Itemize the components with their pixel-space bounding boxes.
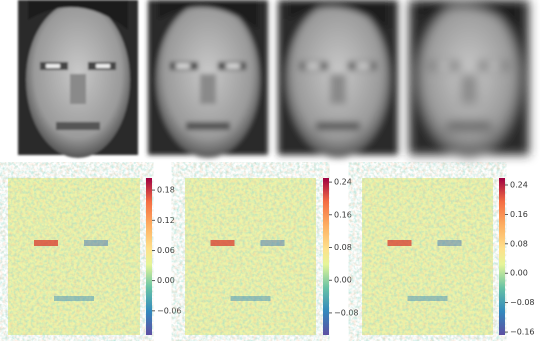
colorbar-tick-label: −0.16 <box>510 328 535 337</box>
colorbar-tick-label: 0.00 <box>334 276 352 285</box>
face-image <box>409 0 529 158</box>
face-image <box>18 0 138 158</box>
colorbar-tick-label: 0.08 <box>334 243 352 252</box>
heatmap-texture <box>362 178 493 335</box>
colorbar-tick-label: −0.08 <box>510 298 535 307</box>
heatmap: 0.24 0.16 0.08 0.00 −0.08 −0.16 <box>362 178 535 337</box>
colorbar-tick-label: 0.16 <box>334 210 352 219</box>
mouth-feature <box>54 296 94 301</box>
colorbar-tick-label: −0.06 <box>157 306 182 315</box>
eye-feature <box>260 240 285 246</box>
colorbar-tick-label: 0.16 <box>510 210 528 219</box>
difference-maps: 0.18 0.12 0.06 0.00 −0.06 0.24 0.16 0.08 0.00 −0.… <box>8 178 535 337</box>
colorbar-tick-label: 0.18 <box>157 186 175 195</box>
colorbar <box>499 178 505 335</box>
eye-feature <box>437 240 462 246</box>
heatmap: 0.24 0.16 0.08 0.00 −0.08 <box>185 178 359 335</box>
reconstructions <box>18 0 529 158</box>
colorbar-tick-label: 0.24 <box>334 178 352 187</box>
heatmap: 0.18 0.12 0.06 0.00 −0.06 <box>8 178 182 335</box>
colorbar-tick-label: 0.08 <box>510 239 528 248</box>
eye-feature <box>210 240 235 246</box>
colorbar-tick-label: −0.08 <box>334 308 359 317</box>
mouth-feature <box>407 296 448 301</box>
colorbar-tick-label: 0.06 <box>157 246 175 255</box>
face-image <box>278 0 398 158</box>
eye-feature <box>34 240 58 246</box>
face-image <box>148 0 268 158</box>
colorbar-tick-label: 0.00 <box>157 276 175 285</box>
colorbar-tick-label: 0.12 <box>157 216 175 225</box>
colorbar-tick-label: 0.00 <box>510 269 528 278</box>
eye-feature <box>387 240 412 246</box>
heatmap-texture <box>8 178 140 335</box>
eye-feature <box>84 240 108 246</box>
colorbar-tick-label: 0.24 <box>510 180 528 189</box>
colorbar <box>146 178 152 335</box>
colorbar <box>323 178 329 335</box>
mouth-feature <box>230 296 271 301</box>
heatmap-texture <box>185 178 316 335</box>
